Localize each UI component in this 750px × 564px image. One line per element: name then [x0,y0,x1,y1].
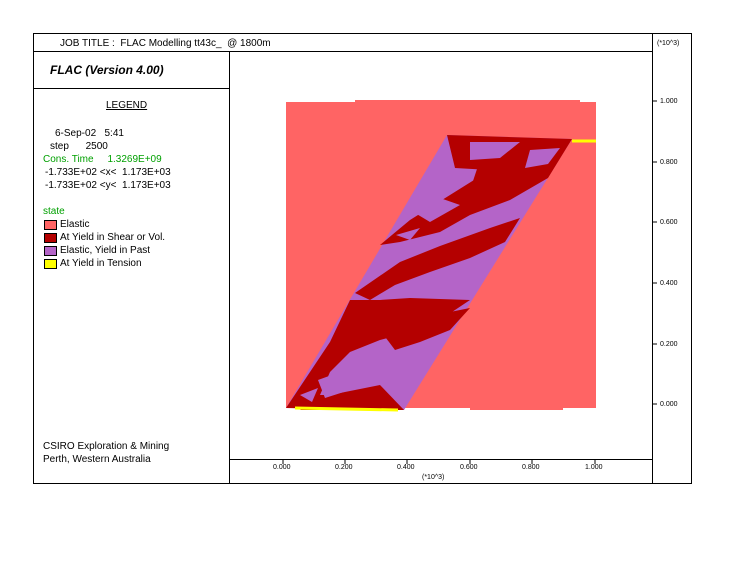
version-separator [33,88,229,89]
legend-state-label: state [43,206,65,217]
past-yield-patches [300,142,560,402]
legend-swatch-shear [44,233,57,243]
y-tick-label: 0.000 [660,401,678,408]
y-tick-label: 1.000 [660,98,678,105]
y-tick-label: 0.400 [660,280,678,287]
tension-yield [294,139,596,412]
x-tick-label: 0.000 [273,464,291,471]
y-tick-label: 0.600 [660,219,678,226]
legend-item-past: Elastic, Yield in Past [60,245,151,256]
legend-item-shear: At Yield in Shear or Vol. [60,232,166,243]
legend-swatch-tension [44,259,57,269]
y-axis-multiplier: (*10^3) [657,40,680,47]
job-title: JOB TITLE : FLAC Modelling tt43c_ @ 1800… [60,38,271,49]
footer-line-1: CSIRO Exploration & Mining [43,441,170,452]
legend-item-elastic: Elastic [60,219,90,230]
legend-step: step 2500 [50,141,108,152]
x-tick-label: 1.000 [585,464,603,471]
y-tick-label: 0.800 [660,159,678,166]
legend-date-time: 6-Sep-02 5:41 [55,128,124,139]
right-axis-line [652,33,653,484]
legend-item-tension: At Yield in Tension [60,258,142,269]
title-separator [33,51,652,52]
footer-line-2: Perth, Western Australia [43,454,151,465]
legend-swatch-past [44,246,57,256]
x-axis-multiplier: (*10^3) [422,474,445,481]
flac-version: FLAC (Version 4.00) [50,63,164,77]
legend-cons-time: Cons. Time 1.3269E+09 [43,154,162,165]
bottom-axis-line [229,459,652,460]
x-tick-label: 0.600 [460,464,478,471]
x-tick-label: 0.200 [335,464,353,471]
legend-y-range: -1.733E+02 <y< 1.173E+03 [45,180,171,191]
legend-title: LEGEND [106,100,148,111]
left-panel-divider [229,51,230,484]
plot-frame [33,33,692,484]
x-tick-label: 0.800 [522,464,540,471]
axis-tick-marks [282,100,657,464]
x-tick-label: 0.400 [397,464,415,471]
legend-swatch-elastic [44,220,57,230]
y-tick-label: 0.200 [660,341,678,348]
legend-x-range: -1.733E+02 <x< 1.173E+03 [45,167,171,178]
